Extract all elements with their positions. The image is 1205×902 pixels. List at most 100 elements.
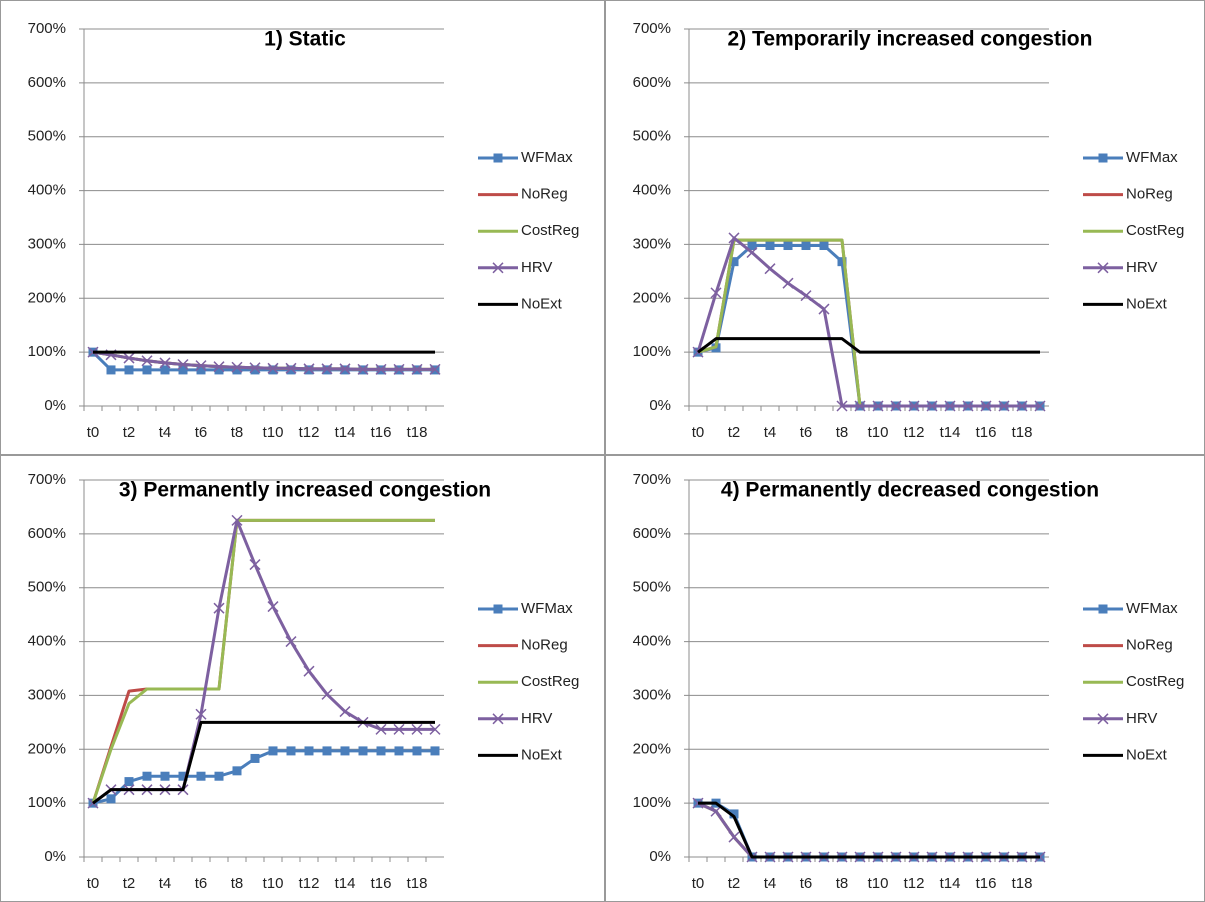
x-tick-label: t6 (195, 424, 208, 441)
marker (124, 777, 134, 787)
x-tick-label: t14 (335, 875, 356, 892)
marker (250, 753, 260, 763)
marker (285, 636, 297, 648)
marker (232, 365, 242, 375)
marker (339, 706, 351, 718)
x-tick-label: t10 (263, 875, 284, 892)
marker (411, 363, 423, 375)
y-tick-label: 700% (28, 20, 66, 37)
marker (962, 400, 974, 412)
marker (358, 746, 368, 756)
x-tick-label: t10 (263, 424, 284, 441)
marker (1034, 400, 1046, 412)
legend-marker (1098, 153, 1108, 163)
marker (159, 357, 171, 369)
marker (142, 771, 152, 781)
chart-title: 3) Permanently increased congestion (119, 479, 491, 502)
marker (178, 771, 188, 781)
x-tick-label: t16 (976, 875, 997, 892)
marker (890, 400, 902, 412)
marker (268, 746, 278, 756)
marker (231, 361, 243, 373)
y-tick-label: 0% (649, 848, 671, 865)
marker (196, 365, 206, 375)
legend-label: NoReg (521, 637, 568, 654)
marker (214, 771, 224, 781)
y-tick-label: 500% (28, 128, 66, 145)
series-line (697, 238, 1040, 408)
marker (304, 746, 314, 756)
x-tick-label: t6 (195, 875, 208, 892)
series-line (91, 518, 435, 804)
marker (764, 263, 776, 275)
marker (800, 290, 812, 302)
marker (710, 287, 722, 299)
x-tick-label: t18 (1012, 424, 1033, 441)
marker (195, 708, 207, 720)
y-tick-label: 400% (633, 182, 671, 199)
marker (747, 241, 757, 251)
marker (729, 809, 739, 819)
marker (728, 831, 740, 843)
chart-panel: 0% 100% 200% 300% 400% 500% 600% 700% t0 t2 t4 t6 t8… (633, 471, 1185, 892)
marker (267, 601, 279, 613)
x-tick-label: t16 (976, 424, 997, 441)
x-tick-label: t4 (159, 424, 172, 441)
y-tick-label: 700% (633, 471, 671, 488)
legend-marker (1097, 262, 1109, 274)
legend-label: WFMax (1126, 149, 1178, 166)
x-tick-label: t12 (299, 875, 320, 892)
x-tick-label: t2 (123, 875, 136, 892)
marker (214, 365, 224, 375)
marker (106, 794, 116, 804)
legend-label: NoExt (521, 746, 563, 763)
marker (801, 241, 811, 251)
x-tick-label: t0 (87, 424, 100, 441)
y-tick-label: 100% (28, 343, 66, 360)
legend-label: CostReg (1126, 673, 1184, 690)
series-line (697, 238, 1040, 408)
y-tick-label: 200% (633, 289, 671, 306)
x-tick-label: t6 (800, 424, 813, 441)
marker (944, 400, 956, 412)
marker (783, 241, 793, 251)
marker (142, 365, 152, 375)
marker (285, 362, 297, 374)
marker (250, 365, 260, 375)
marker (394, 746, 404, 756)
x-tick-label: t4 (764, 875, 777, 892)
marker (177, 358, 189, 371)
marker (357, 363, 369, 375)
x-tick-label: t4 (764, 424, 777, 441)
marker (124, 365, 134, 375)
legend-marker (1098, 604, 1108, 614)
y-tick-label: 500% (28, 579, 66, 596)
y-tick-label: 300% (633, 686, 671, 703)
series-line (92, 350, 435, 371)
marker (412, 746, 422, 756)
marker (303, 665, 315, 677)
marker (818, 303, 830, 315)
x-tick-label: t8 (231, 875, 244, 892)
marker (268, 365, 278, 375)
legend-label: HRV (521, 259, 552, 276)
marker (746, 246, 758, 259)
marker (178, 365, 188, 375)
legend-label: CostReg (521, 673, 579, 690)
marker (106, 365, 116, 375)
marker (123, 352, 135, 364)
x-tick-label: t14 (335, 424, 356, 441)
x-tick-label: t10 (868, 875, 889, 892)
marker (429, 723, 441, 735)
marker (249, 559, 261, 571)
y-tick-label: 0% (649, 397, 671, 414)
x-tick-label: t18 (1012, 875, 1033, 892)
legend-label: HRV (521, 710, 552, 727)
marker (782, 277, 794, 289)
x-tick-label: t12 (904, 424, 925, 441)
x-tick-label: t12 (299, 424, 320, 441)
marker (729, 257, 739, 267)
y-tick-label: 400% (28, 182, 66, 199)
x-tick-label: t0 (692, 424, 705, 441)
marker (213, 361, 225, 373)
